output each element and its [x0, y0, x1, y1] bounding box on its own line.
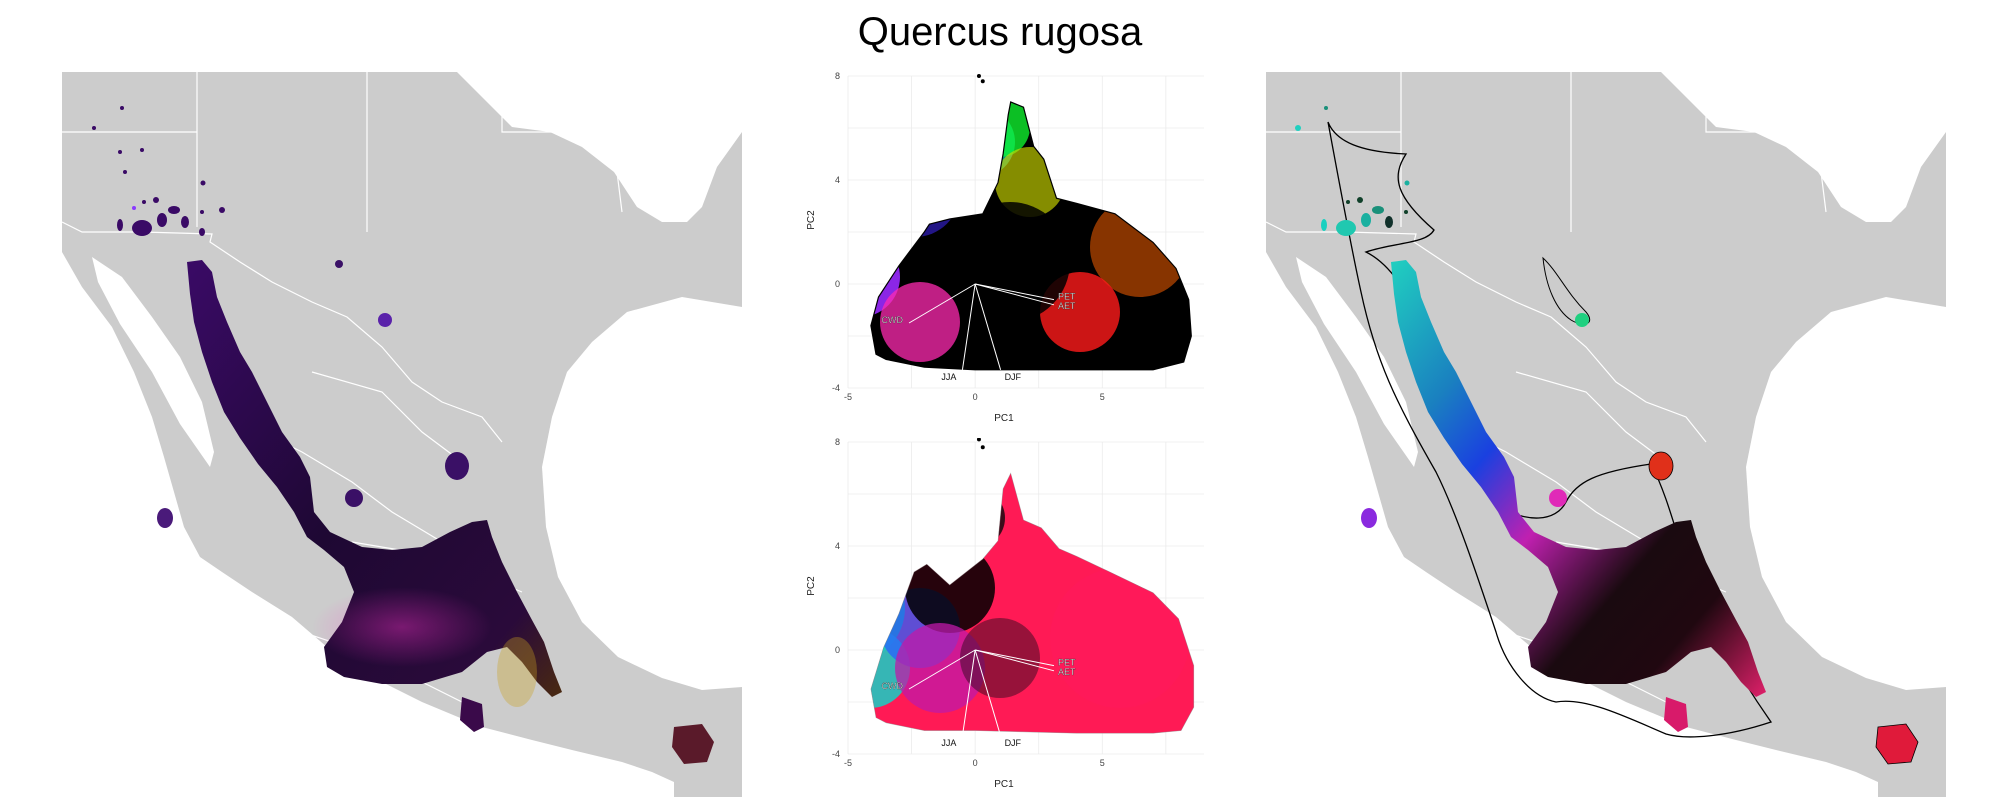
right-map: [1266, 72, 1946, 797]
arrow-label-aet: AET: [1058, 301, 1076, 311]
y-tick-label: 8: [835, 438, 840, 447]
arrow-label-jja: JJA: [941, 372, 956, 382]
outlier-point: [977, 74, 981, 78]
x-tick-label: 0: [973, 392, 978, 402]
outliers: [977, 438, 985, 449]
y-tick-label: -4: [832, 749, 840, 759]
outliers: [977, 74, 985, 83]
x-tick-label: -5: [844, 392, 852, 402]
y-tick-label: 8: [835, 72, 840, 81]
range-central-patch-2: [445, 452, 469, 480]
y-tick-label: 0: [835, 279, 840, 289]
arrow-label-cwd: CWD: [882, 681, 904, 691]
outlier-point: [977, 438, 981, 441]
arrow-label-aet: AET: [1058, 667, 1076, 677]
y-tick-label: 4: [835, 175, 840, 185]
range-baja-patch: [1361, 508, 1377, 528]
x-axis-label: PC1: [994, 779, 1014, 790]
outlier-point: [981, 445, 985, 449]
arrow-label-djf: DJF: [1005, 372, 1022, 382]
range-central-patch-1: [1549, 489, 1567, 507]
x-tick-label: 5: [1100, 758, 1105, 768]
y-tick-label: 4: [835, 541, 840, 551]
arrow-label-djf: DJF: [1005, 738, 1022, 748]
outlier-point: [981, 79, 985, 83]
range-central-patch-1: [345, 489, 363, 507]
range-baja-patch: [157, 508, 173, 528]
arrow-label-cwd: CWD: [882, 315, 904, 325]
range-central-patch-2: [1649, 452, 1673, 480]
x-tick-label: 5: [1100, 392, 1105, 402]
x-tick-label: -5: [844, 758, 852, 768]
x-tick-label: 0: [973, 758, 978, 768]
y-tick-label: -4: [832, 383, 840, 393]
arrow-label-jja: JJA: [941, 738, 956, 748]
figure-title: Quercus rugosa: [0, 10, 2000, 55]
left-map: [62, 72, 742, 797]
y-axis-label: PC2: [806, 210, 817, 230]
range-texas-patch: [378, 313, 392, 327]
y-axis-label: PC2: [806, 576, 817, 596]
range-texas-patch-2: [335, 260, 343, 268]
y-tick-label: 0: [835, 645, 840, 655]
x-axis-label: PC1: [994, 413, 1014, 424]
range-texas-patch-2: [1575, 313, 1589, 327]
